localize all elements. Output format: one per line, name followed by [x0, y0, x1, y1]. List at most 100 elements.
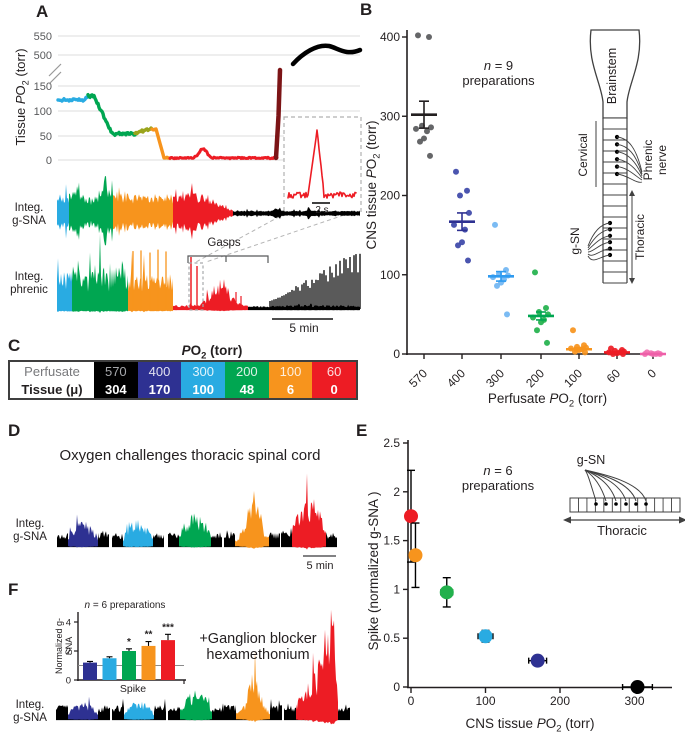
panel-e-letter: E [356, 421, 368, 440]
c-perfusate-value: 60 [312, 362, 356, 380]
a-y-tick-label: 0 [46, 155, 52, 167]
b-phrenic-nerve-label: Phrenic [641, 140, 655, 181]
a-inset-scalebar-label: 2 s [315, 205, 329, 216]
f-significance-marker: ** [145, 630, 153, 641]
b-x-tick-label: 400 [444, 366, 468, 390]
b-annotation-n: n = 9 [483, 58, 514, 73]
a-phrenic-trace-label: Integ. phrenic [5, 271, 53, 297]
a-gsna-trace-label: Integ. g-SNA [5, 202, 53, 228]
f-inset-title: n = 6 preparations [84, 600, 166, 611]
c-header: PO2 (torr) [181, 343, 243, 362]
f-trace-line1: Integ. [15, 699, 45, 711]
e-diagram-gsn-label: g-SN [576, 453, 606, 467]
a-y-tick-label: 50 [40, 131, 52, 143]
a-phrenic-trace [57, 233, 361, 313]
f-inset-y-tick-label: 0 [66, 676, 71, 687]
e-y-tick-label: 1.5 [383, 534, 400, 548]
e-x-axis-label: CNS tissue PO2 (torr) [465, 716, 595, 735]
b-y-axis-label: CNS tissue PO2 (torr) [364, 120, 383, 250]
c-tissue-value: 0 [312, 380, 356, 398]
c-po2-table: Perfusate Tissue (μ) 570 304 400 170 300 100 2… [8, 360, 358, 400]
f-significance-marker: *** [162, 622, 174, 633]
b-annotation-prep: preparations [462, 72, 535, 88]
b-y-tick-label: 200 [380, 189, 400, 203]
b-phrenic-nerve-label2: nerve [655, 145, 669, 175]
f-inset-y-label: Normalized g-SNA [54, 617, 75, 675]
a-scalebar-label: 5 min [289, 321, 319, 335]
a-gasps-annotation: Gasps [207, 237, 241, 249]
e-diagram-thoracic-label: Thoracic [597, 523, 647, 538]
a-gasp-inset [195, 116, 362, 263]
e-data-points [404, 469, 654, 694]
c-perfusate-value: 400 [137, 362, 182, 380]
c-perfusate-value: 200 [225, 362, 269, 380]
a-gsna-trace [57, 176, 360, 246]
panel-d-letter: D [8, 421, 21, 440]
c-tissue-value: 48 [225, 380, 269, 398]
a-y-tick-label: 150 [34, 81, 52, 93]
c-tissue-value: 304 [94, 380, 138, 398]
e-thoracic-diagram [563, 469, 685, 524]
e-annotation: n = 6 preparations [442, 463, 554, 493]
b-y-tick-label: 100 [380, 268, 400, 282]
e-scatter-chart: 0 0.5 1 1.5 2 2.5 0 100 200 300 [383, 436, 672, 708]
b-gsn-label: g-SN [568, 227, 582, 254]
e-y-tick-label: 0 [393, 680, 400, 694]
d-gsna-traces [57, 473, 337, 557]
b-y-tick-label: 300 [380, 109, 400, 123]
c-perfusate-value: 300 [181, 362, 225, 380]
e-y-tick-label: 1 [393, 582, 400, 596]
a-y-tick-label: 550 [34, 31, 52, 43]
e-y-axis-label: Spike (normalized g-SNA ) [366, 491, 381, 651]
f-inset-y-tick-label: 4 [66, 618, 71, 629]
a-gasps-markers [187, 255, 333, 320]
a-y-axis-label: Tissue PO2 (torr) [13, 48, 31, 146]
c-tissue-value: 100 [181, 380, 225, 398]
e-x-tick-label: 200 [550, 694, 570, 708]
e-x-tick-label: 300 [624, 694, 644, 708]
panel-b-letter: B [360, 0, 373, 19]
d-trace-line1: Integ. [15, 518, 45, 530]
b-mean-bars [411, 100, 666, 356]
b-spinal-cord-diagram: Brainstem Cervical Phrenic nerve g-SN Thoraci… [568, 29, 669, 284]
b-annotation: n = 9 preparations [441, 58, 556, 88]
b-y-tick-label: 0 [393, 347, 400, 361]
d-scalebar-label: 5 min [306, 560, 334, 572]
f-inset-y-tick-label: 2 [66, 647, 71, 658]
a-gsna-line1: Integ. [14, 202, 44, 214]
a-gsna-line2: g-SNA [12, 214, 46, 227]
a-phrenic-line2: phrenic [10, 283, 48, 296]
d-trace-line2: g-SNA [13, 530, 47, 543]
b-x-tick-label: 0 [644, 366, 659, 381]
b-x-tick-label: 300 [483, 366, 507, 390]
panel-c-letter: C [8, 336, 21, 355]
e-y-tick-label: 2.5 [383, 436, 400, 450]
b-brainstem-label: Brainstem [605, 48, 619, 104]
c-row2-label: Tissue (μ) [10, 380, 94, 398]
c-tissue-value: 6 [268, 380, 313, 398]
b-x-tick-label: 200 [523, 366, 547, 390]
f-gsna-traces [56, 609, 350, 725]
f-significance-marker: * [127, 637, 131, 648]
b-x-tick-label: 100 [561, 366, 585, 390]
b-x-tick-label: 570 [406, 366, 430, 390]
a-y-tick-label: 100 [34, 106, 52, 118]
d-title: Oxygen challenges thoracic spinal cord [59, 447, 321, 464]
c-perfusate-value: 570 [94, 362, 138, 380]
f-inset-bar-chart: 024****** [66, 612, 186, 687]
b-x-tick-label: 60 [604, 366, 624, 386]
e-x-tick-label: 100 [475, 694, 495, 708]
c-perfusate-value: 100 [268, 362, 313, 380]
c-tissue-value: 170 [137, 380, 182, 398]
f-trace-label: Integ. g-SNA [6, 699, 54, 725]
a-y-tick-label: 500 [34, 50, 52, 62]
b-cervical-label: Cervical [576, 133, 590, 176]
f-blocker-line1: +Ganglion blocker [199, 631, 317, 647]
e-y-tick-label: 0.5 [383, 631, 400, 645]
f-blocker-line2: hexamethonium [206, 647, 310, 664]
f-blocker-annotation: +Ganglion blocker hexamethonium [183, 631, 333, 663]
b-thoracic-label: Thoracic [633, 214, 647, 260]
